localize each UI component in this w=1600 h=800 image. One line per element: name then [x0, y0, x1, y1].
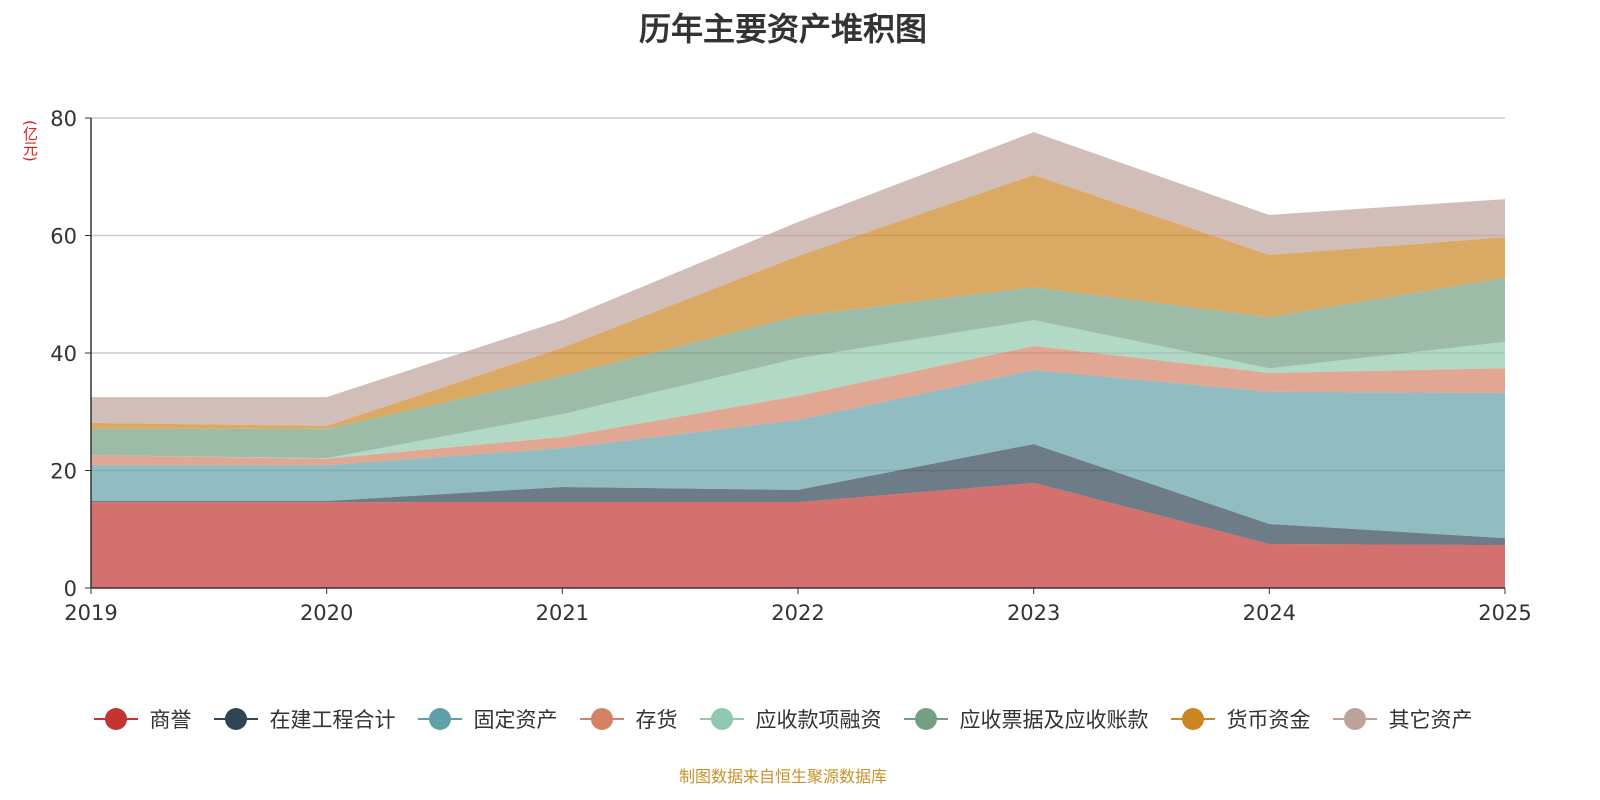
x-tick-label: 2019	[64, 601, 117, 625]
legend-item[interactable]: 商誉	[93, 704, 192, 734]
legend: 商誉 在建工程合计 固定资产 存货 应收款项融资 应收票据及应收账款 货币资金 其它资产	[0, 704, 1566, 734]
x-tick-label: 2022	[771, 601, 824, 625]
legend-marker-icon	[903, 707, 948, 731]
y-tick-label: 0	[64, 577, 77, 601]
area-1	[91, 444, 1505, 546]
area-2	[91, 370, 1505, 539]
legend-item[interactable]: 存货	[579, 704, 678, 734]
stacked-area-chart: 0 20 40 60 80 2019 2020 2021 2022 2023 2024 2025	[50, 107, 1531, 625]
legend-label: 存货	[635, 708, 678, 732]
legend-marker-icon	[1332, 707, 1377, 731]
legend-marker-icon	[699, 707, 744, 731]
x-tick-label: 2024	[1243, 601, 1296, 625]
legend-item[interactable]: 应收票据及应收账款	[903, 704, 1149, 734]
legend-marker-icon	[213, 707, 258, 731]
y-tick-label: 40	[50, 342, 77, 366]
y-tick-label: 20	[50, 460, 77, 484]
area-3	[91, 345, 1505, 466]
y-tick-label: 80	[50, 107, 77, 131]
y-tick-label: 60	[50, 225, 77, 249]
legend-item[interactable]: 应收款项融资	[699, 704, 882, 734]
legend-marker-icon	[417, 707, 462, 731]
y-axis-label: (亿元)	[21, 120, 39, 162]
legend-item[interactable]: 其它资产	[1332, 704, 1473, 734]
area-5	[91, 277, 1505, 459]
x-tick-label: 2020	[300, 601, 353, 625]
legend-item[interactable]: 固定资产	[417, 704, 558, 734]
legend-label: 应收款项融资	[755, 708, 882, 732]
legend-label: 商誉	[149, 708, 192, 732]
legend-item[interactable]: 货币资金	[1170, 704, 1311, 734]
legend-label: 货币资金	[1226, 708, 1311, 732]
legend-label: 其它资产	[1388, 708, 1473, 732]
legend-label: 应收票据及应收账款	[959, 708, 1149, 732]
legend-item[interactable]: 在建工程合计	[213, 704, 396, 734]
area-6	[91, 174, 1505, 429]
legend-marker-icon	[1170, 707, 1215, 731]
area-7	[91, 132, 1505, 426]
area-0	[91, 482, 1505, 588]
legend-marker-icon	[579, 707, 624, 731]
area-4	[91, 320, 1505, 459]
x-tick-label: 2021	[536, 601, 589, 625]
legend-marker-icon	[93, 707, 138, 731]
legend-label: 在建工程合计	[269, 708, 396, 732]
chart-title: 历年主要资产堆积图	[638, 10, 927, 48]
legend-label: 固定资产	[473, 708, 558, 732]
x-tick-label: 2023	[1007, 601, 1060, 625]
x-tick-label: 2025	[1478, 601, 1531, 625]
source-note: 制图数据来自恒生聚源数据库	[678, 767, 887, 786]
